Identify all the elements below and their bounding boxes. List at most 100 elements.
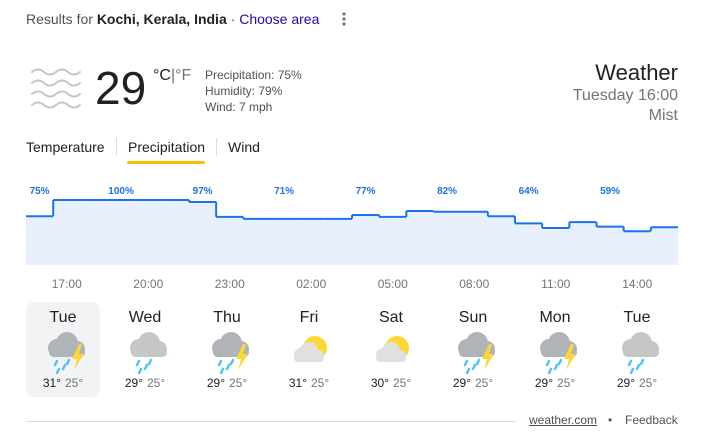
rain-drop xyxy=(219,367,225,374)
rain-drop xyxy=(471,363,477,371)
detail: Wind: 7 mph xyxy=(205,100,273,114)
high-temp: 29° xyxy=(206,376,225,390)
feedback-link[interactable]: Feedback xyxy=(625,413,678,427)
precip-area xyxy=(569,222,597,265)
tab-separator xyxy=(216,138,217,156)
precip-area xyxy=(80,200,108,265)
value-label: 77% xyxy=(356,186,376,197)
rain-drop xyxy=(627,359,633,367)
unit-fahrenheit[interactable]: °F xyxy=(175,67,192,84)
day-card[interactable]: Tue 29° 25° xyxy=(600,302,674,397)
details: Precipitation: 75% Humidity: 79% Wind: 7… xyxy=(205,67,302,115)
precip-area xyxy=(134,200,163,265)
detail: Humidity: 79% xyxy=(205,84,283,98)
tab[interactable]: Temperature xyxy=(26,139,105,155)
rain-drop xyxy=(545,359,551,367)
rain-drop xyxy=(639,358,645,366)
day-card[interactable]: Sun 29° 25° xyxy=(436,302,510,397)
low-temp: 25° xyxy=(65,376,84,390)
results-prefix: Results for xyxy=(26,11,93,27)
value-label: 59% xyxy=(600,186,620,197)
rain-drop xyxy=(147,358,153,366)
rain-drop xyxy=(143,363,149,371)
precip-area xyxy=(26,216,54,265)
precip-area xyxy=(107,200,136,265)
separator: · xyxy=(230,11,236,27)
day-temps: 29° 25° xyxy=(600,376,674,390)
tab-active[interactable]: Precipitation xyxy=(128,139,206,155)
day-temps: 29° 25° xyxy=(436,376,510,390)
rain-drop xyxy=(463,359,469,367)
rain-drop xyxy=(137,367,143,374)
high-temp: 29° xyxy=(124,376,143,390)
source-link[interactable]: weather.com xyxy=(529,413,598,427)
low-temp: 25° xyxy=(475,376,494,390)
day-name: Sun xyxy=(458,309,488,326)
value-label: 75% xyxy=(30,186,50,197)
rain-drop xyxy=(557,358,563,366)
weather-icon xyxy=(212,332,249,374)
rain-drop xyxy=(65,358,71,366)
more-menu[interactable] xyxy=(340,12,348,28)
day-name: Sat xyxy=(378,309,403,326)
tab[interactable]: Wind xyxy=(228,139,260,155)
weather-icon xyxy=(130,332,167,374)
value-label: 97% xyxy=(193,186,213,197)
cloud-part xyxy=(623,348,659,357)
day-name: Thu xyxy=(213,309,241,326)
precipitation-chart: 75% 17:00 100% 20:00 97% 23:00 71% 02:00 77% 05:0… xyxy=(26,186,679,291)
unit-celsius[interactable]: °C xyxy=(153,67,171,84)
day-card[interactable]: Fri 31° 25° xyxy=(272,302,346,397)
weather-title: Weather xyxy=(595,60,678,85)
day-card[interactable]: Thu 29° 25° xyxy=(190,302,264,397)
day-card[interactable]: Mon 29° 25° xyxy=(518,302,592,397)
mist-icon xyxy=(31,68,81,109)
high-temp: 31° xyxy=(288,376,307,390)
unit-toggle: °C|°F xyxy=(153,67,191,85)
low-temp: 25° xyxy=(557,376,576,390)
tab-separator xyxy=(116,138,117,156)
precip-area xyxy=(650,227,679,265)
divider xyxy=(26,421,516,422)
precip-area xyxy=(270,218,299,265)
precip-area xyxy=(433,211,462,265)
day-temps: 30° 25° xyxy=(354,376,428,390)
x-tick-label: 05:00 xyxy=(378,277,408,291)
precip-area xyxy=(379,216,407,265)
x-tick-label: 20:00 xyxy=(133,277,163,291)
rain-drop xyxy=(53,359,59,367)
weather-icon xyxy=(458,332,495,374)
choose-area-link[interactable]: Choose area xyxy=(239,11,320,27)
high-temp: 29° xyxy=(452,376,471,390)
unit-separator: | xyxy=(170,67,176,84)
rain-drop xyxy=(629,367,635,374)
day-name: Tue xyxy=(623,309,651,326)
day-temps: 29° 25° xyxy=(518,376,592,390)
day-card[interactable]: Tue 31° 25° xyxy=(26,302,100,397)
precip-area xyxy=(216,216,244,265)
high-temp: 31° xyxy=(42,376,61,390)
high-temp: 30° xyxy=(370,376,389,390)
rain-drop xyxy=(217,359,223,367)
day-card[interactable]: Wed 29° 25° xyxy=(108,302,182,397)
rain-drop xyxy=(553,363,559,371)
precip-area xyxy=(352,214,380,265)
cloud-part xyxy=(376,355,406,362)
day-name: Fri xyxy=(299,309,319,326)
weather-icon xyxy=(540,332,577,374)
low-temp: 25° xyxy=(311,376,330,390)
cloud-part xyxy=(131,348,167,357)
day-temps: 29° 25° xyxy=(190,376,264,390)
precip-area xyxy=(515,223,543,265)
detail: Precipitation: 75% xyxy=(205,68,302,82)
rain-drop xyxy=(465,367,471,374)
low-temp: 25° xyxy=(229,376,248,390)
x-tick-label: 23:00 xyxy=(215,277,245,291)
rain-drop xyxy=(55,367,61,374)
day-name: Wed xyxy=(128,309,162,326)
value-label: 64% xyxy=(519,186,539,197)
day-card[interactable]: Sat 30° 25° xyxy=(354,302,428,397)
lightning xyxy=(482,344,494,370)
day-temps: 31° 25° xyxy=(26,376,100,390)
